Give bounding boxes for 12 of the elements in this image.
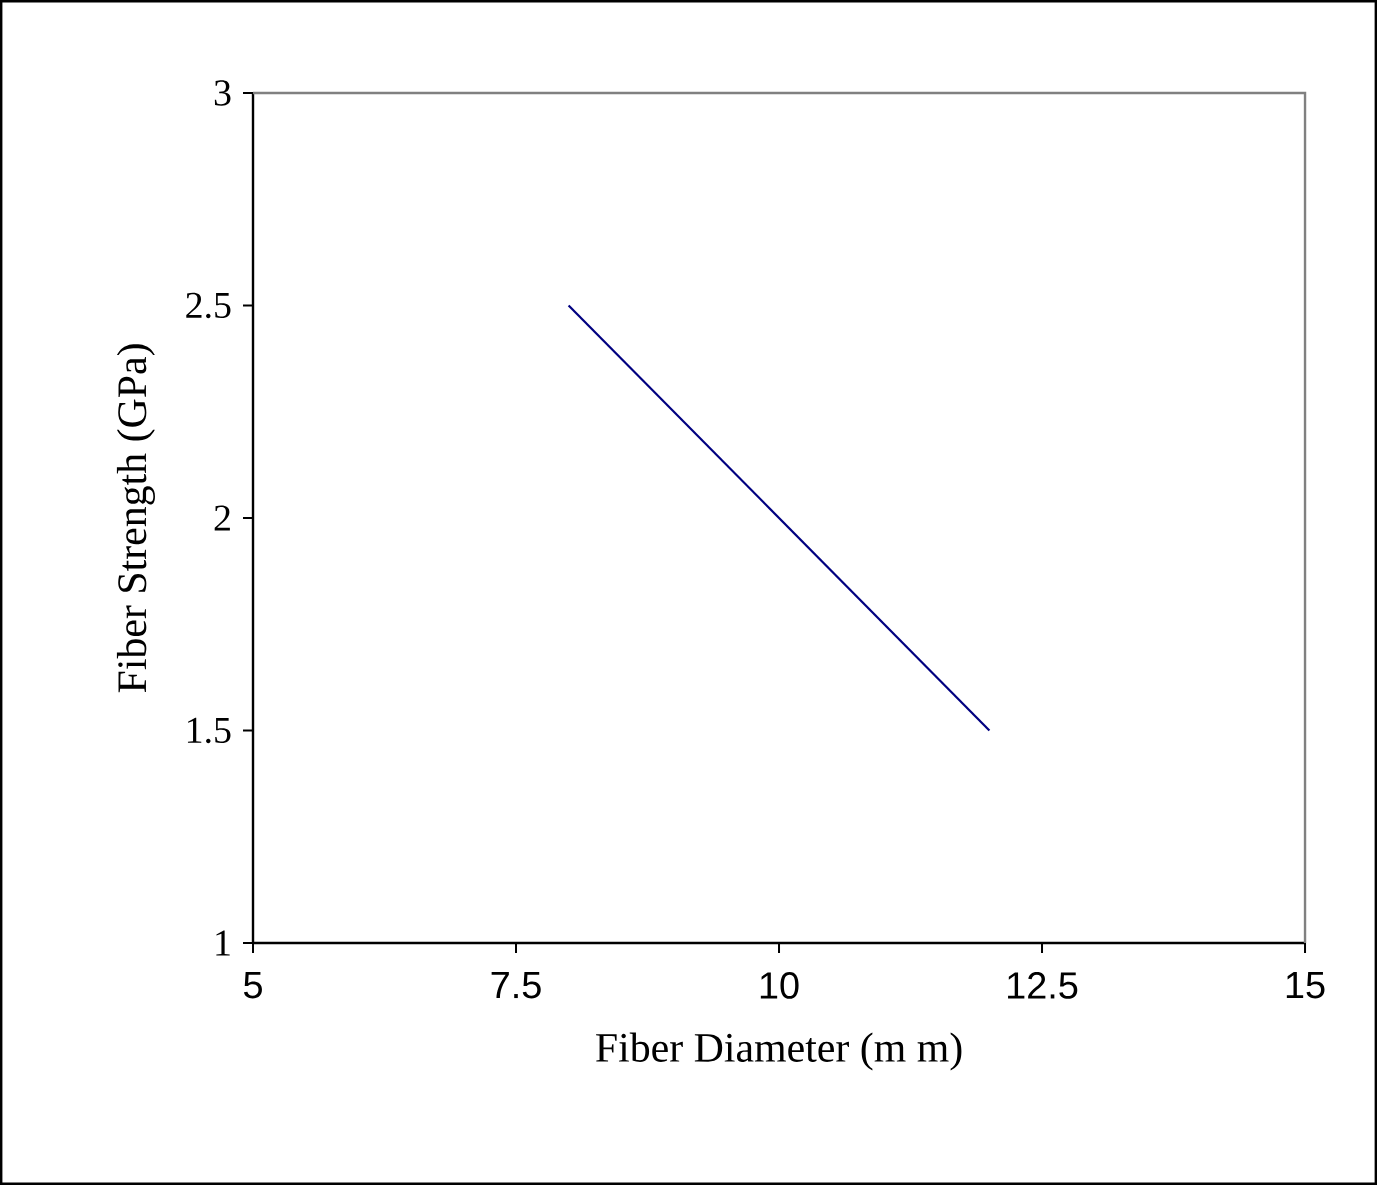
y-axis-title: Fiber Strength (GPa) <box>116 344 155 693</box>
x-tick-label: 15 <box>1286 972 1325 999</box>
x-tick-label: 5 <box>243 972 262 999</box>
x-axis-title: Fiber Diameter (m m) <box>596 1032 962 1071</box>
y-tick-label: 1 <box>216 930 230 956</box>
y-tick-label: 1.5 <box>187 717 231 744</box>
y-tick-label: 2.5 <box>186 292 231 319</box>
y-tick-label: 2 <box>214 505 230 531</box>
x-tick-label: 7.5 <box>491 972 541 999</box>
x-tick-label: 10 <box>760 972 799 999</box>
x-tick-label: 12.5 <box>1008 972 1078 999</box>
y-tick-label: 3 <box>214 80 231 106</box>
